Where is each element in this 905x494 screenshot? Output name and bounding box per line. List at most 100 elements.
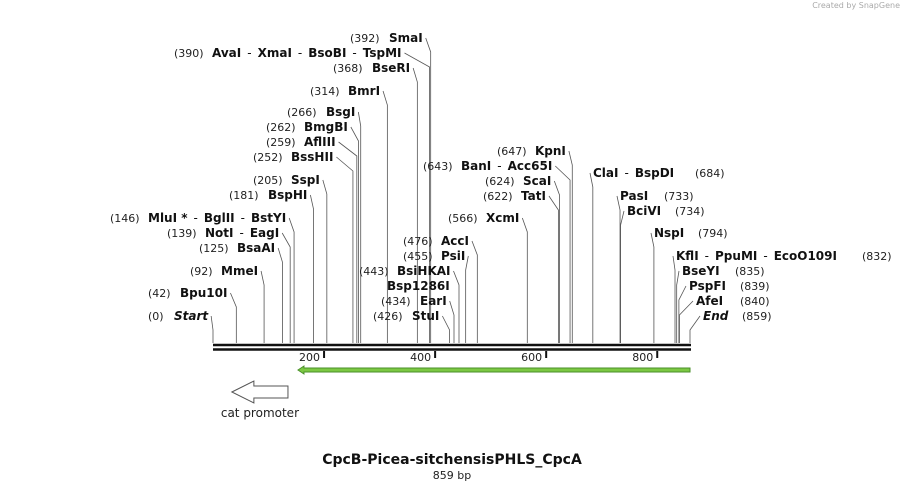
feature-arrow [230,380,289,404]
cut-line [442,315,450,343]
enzyme-name: BseYI [682,264,720,278]
enzyme-name: PpuMI [715,249,757,263]
cut-line [676,270,680,343]
cut-line [650,232,655,343]
site-position: (426) [373,310,403,323]
site-position: (139) [167,227,197,240]
enzyme-name: XcmI [486,211,519,225]
enzyme-name: EarI [420,294,447,308]
cut-line [336,156,354,343]
enzyme-name: BseRI [372,61,410,75]
site-position: (392) [350,32,380,45]
site-position: (314) [310,85,340,98]
site-position: (266) [287,106,317,119]
site-position: (840) [740,295,770,308]
cut-line [230,292,237,343]
cut-line [310,194,314,343]
enzyme-name: AflIII [304,135,336,149]
enzyme-name: PsiI [441,249,465,263]
cut-line [382,90,388,343]
cut-line [521,217,528,343]
feature-label: cat promoter [221,406,299,420]
enzyme-name: BciVI [627,204,661,218]
site-position: (476) [403,235,433,248]
enzyme-name: AccI [441,234,469,248]
enzyme-name: Acc65I [508,159,553,173]
enzyme-name: EagI [250,226,279,240]
site-position: (734) [675,205,705,218]
cut-line [210,315,214,343]
enzyme-name: BspDI [635,166,674,180]
enzyme-name: BanI [461,159,491,173]
enzyme-name: BsiHKAI [397,264,451,278]
tick-label: 800 [632,351,653,364]
enzyme-name: BspHI [268,188,307,202]
cut-line [689,315,701,343]
site-position: (859) [742,310,772,323]
site-position: (434) [381,295,411,308]
cut-line [350,126,359,343]
cut-line [404,52,430,343]
enzyme-name: BsgI [326,105,355,119]
enzyme-name: MmeI [221,264,258,278]
separator: - [298,46,302,60]
feature-arrow [297,365,691,375]
site-position: (794) [698,227,728,240]
length: 859 bp [433,469,471,482]
enzyme-name: XmaI [258,46,292,60]
site-position: (622) [483,190,513,203]
separator: - [705,249,709,263]
title: CpcB-Picea-sitchensisPHLS_CpcA [322,452,582,468]
separator: - [247,46,251,60]
enzyme-name: BglII [204,211,235,225]
enzyme-name: BsoBI [308,46,346,60]
site-position: (252) [253,151,283,164]
cut-line [616,195,621,343]
separator: - [241,211,245,225]
enzyme-name: BmgBI [304,120,348,134]
tick-label: 200 [299,351,320,364]
site-position: (146) [110,212,140,225]
cut-line [357,111,362,343]
cut-line [678,285,687,343]
enzyme-name: End [703,309,729,323]
enzyme-name: PspFI [689,279,726,293]
site-position: (835) [735,265,765,278]
enzyme-name: NotI [205,226,234,240]
site-position: (647) [497,145,527,158]
enzyme-name: NspI [654,226,684,240]
cut-line [425,37,432,343]
site-position: (624) [485,175,515,188]
cut-line [338,141,358,343]
cut-line [260,270,265,343]
cut-line [449,300,455,343]
enzyme-name: AvaI [212,46,241,60]
enzyme-name: TspMI [363,46,402,60]
enzyme-name: TatI [521,189,546,203]
cut-line [672,255,676,343]
cut-line [322,179,328,343]
site-position: (368) [333,62,363,75]
cut-line [553,180,560,343]
cut-line [453,270,460,343]
enzyme-name: PasI [620,189,648,203]
site-position: (181) [229,189,259,202]
cut-line [288,217,295,343]
cut-line [412,67,418,343]
enzyme-name: KflI [676,249,699,263]
separator: - [240,226,244,240]
site-position: (832) [862,250,892,263]
site-position: (390) [174,47,204,60]
site-position: (262) [266,121,296,134]
enzyme-name: MluI * [148,211,188,225]
tick-label: 400 [410,351,431,364]
cut-line [471,240,478,343]
enzyme-name: KpnI [535,144,566,158]
separator: - [352,46,356,60]
enzyme-name: SspI [291,173,320,187]
site-position: (733) [664,190,694,203]
enzyme-name: Bpu10I [180,286,227,300]
credit: Created by SnapGene [812,1,900,10]
enzyme-name: EcoO109I [774,249,837,263]
